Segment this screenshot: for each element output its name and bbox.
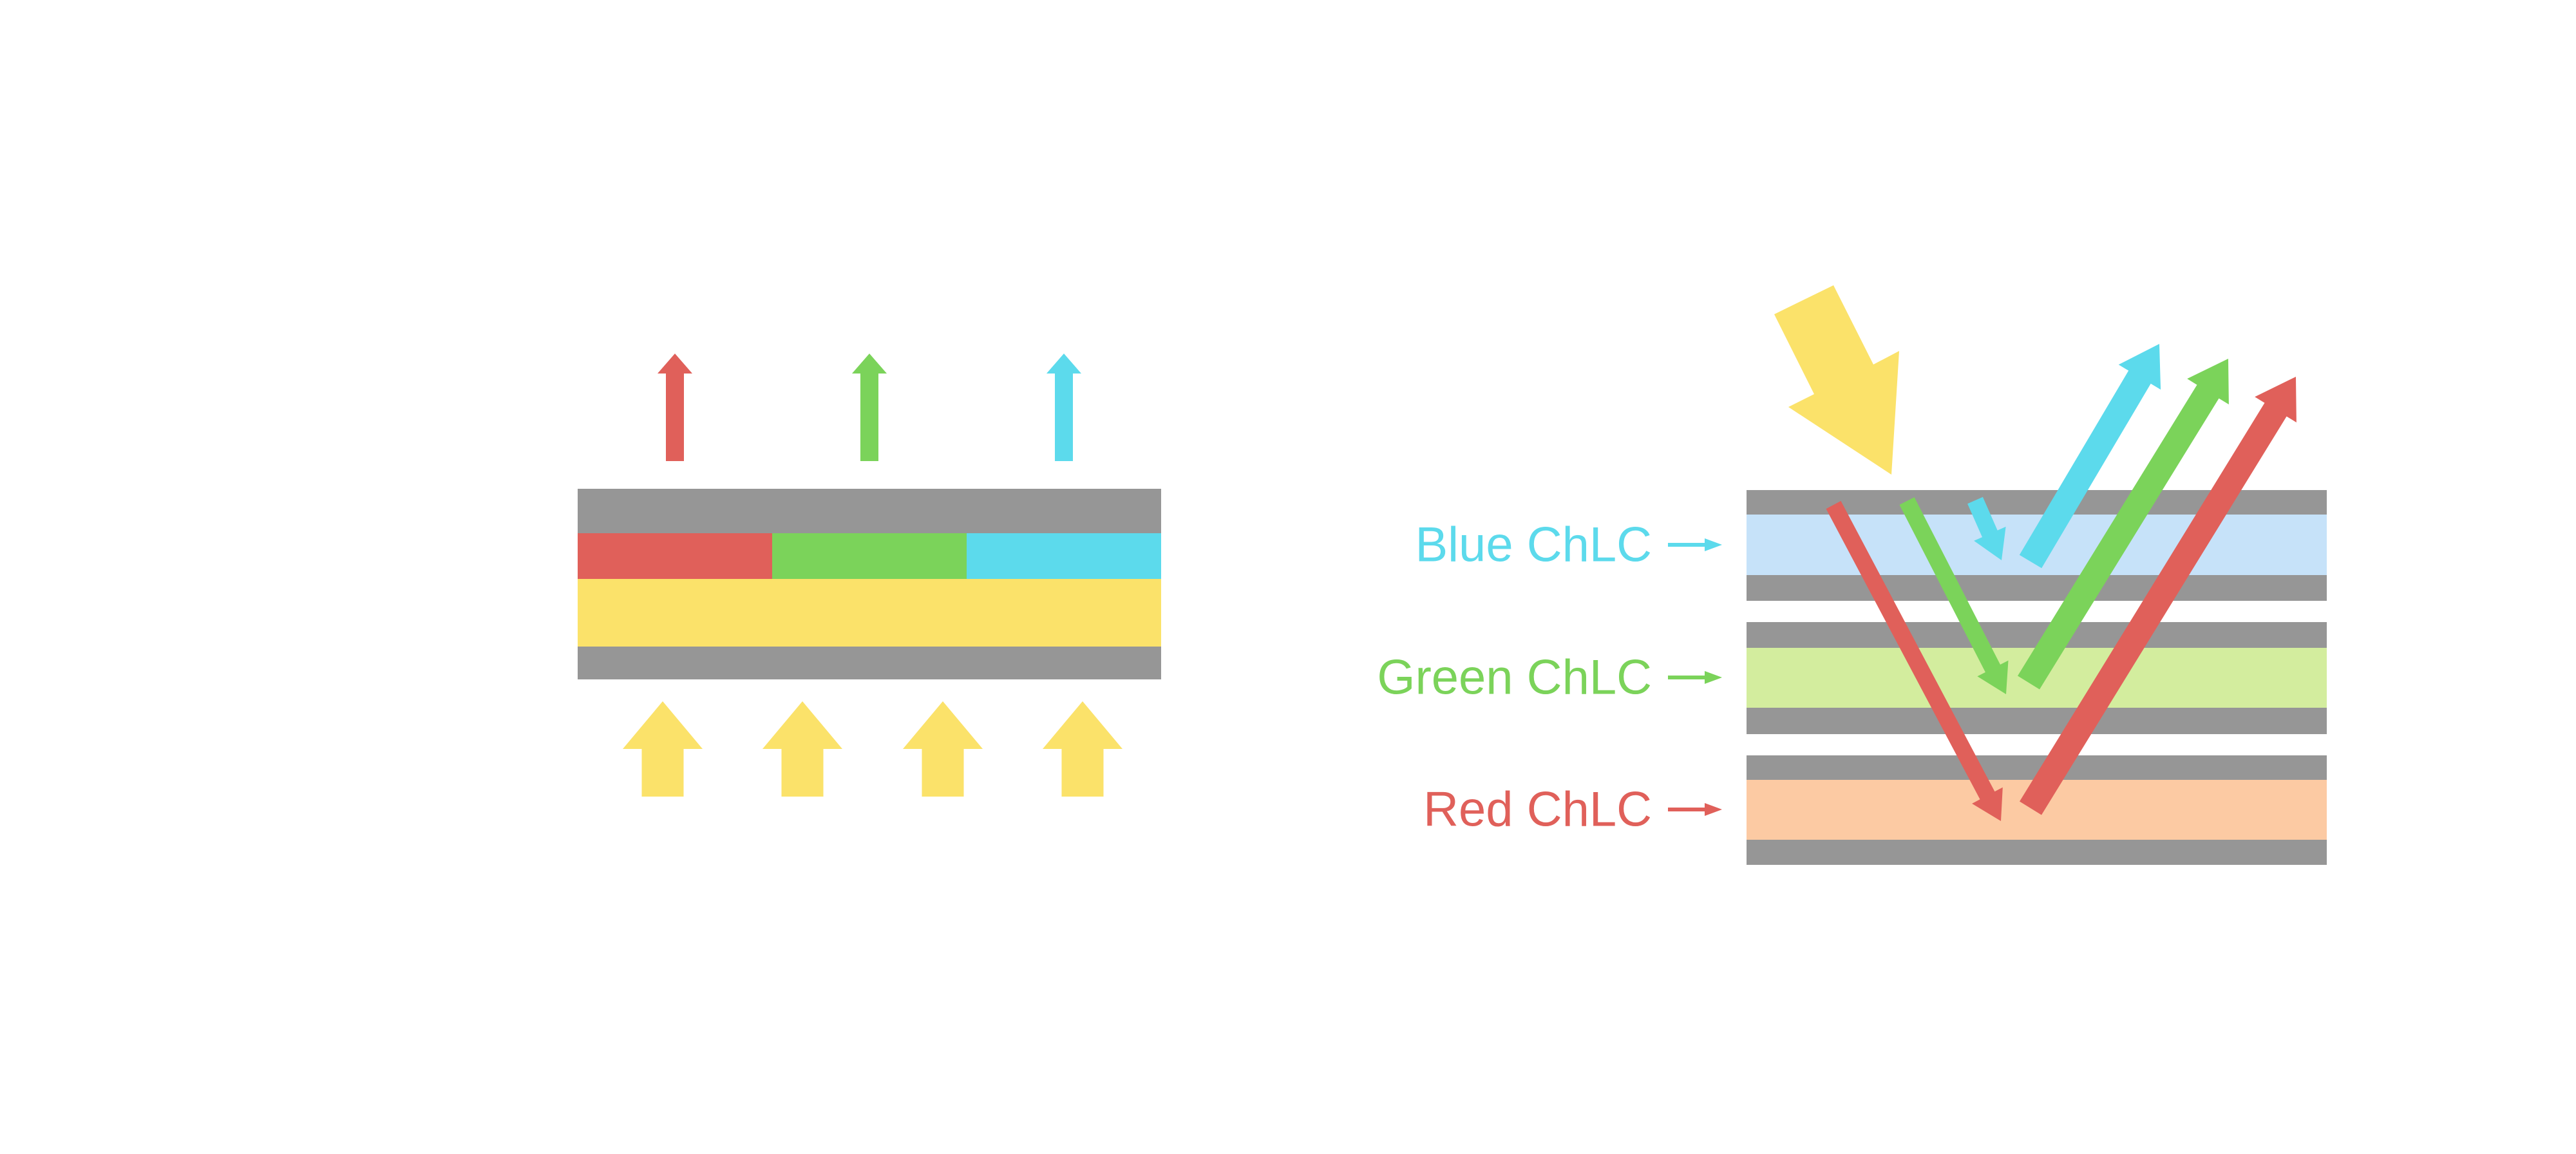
emitted-red-arrow-icon: [658, 354, 692, 461]
green-reflected-arrow-icon: [2018, 359, 2229, 690]
emitted-green-arrow-icon: [852, 354, 887, 461]
blue-chlc-label: Blue ChLC: [1415, 518, 1652, 572]
left-backlight-layer: [578, 579, 1161, 647]
red-reflected-arrow-icon: [2020, 377, 2297, 815]
backlight-arrow-icon: [1043, 701, 1122, 797]
blue-group-bottom-substrate: [1747, 575, 2327, 601]
backlight-arrow-icon: [623, 701, 703, 797]
red-label-arrow-icon: [1668, 803, 1722, 816]
green-penetrating-arrow-icon: [1899, 497, 2009, 694]
green-label-arrow-icon: [1668, 671, 1722, 684]
red-chlc-label: Red ChLC: [1423, 782, 1652, 837]
red-group-bottom-substrate: [1747, 840, 2327, 865]
green-group-top-substrate: [1747, 622, 2327, 648]
backlight-arrow-icon: [903, 701, 983, 797]
left-cyan-subpixel: [967, 533, 1161, 579]
green-group-bottom-substrate: [1747, 708, 2327, 734]
right-stack-diagram: Blue ChLC Green ChLC Red ChLC: [1377, 285, 2327, 865]
cyan-penetrating-arrow-icon: [1967, 497, 2006, 560]
left-top-substrate: [578, 489, 1161, 533]
blue-label-arrow-icon: [1668, 538, 1722, 551]
backlight-arrow-icon: [762, 701, 842, 797]
emitted-cyan-arrow-icon: [1046, 354, 1081, 461]
left-cell-diagram: [578, 354, 1161, 797]
left-green-subpixel: [772, 533, 967, 579]
incident-light-arrow-icon: [1774, 285, 1899, 475]
green-chlc-label: Green ChLC: [1377, 650, 1652, 705]
left-red-subpixel: [578, 533, 772, 579]
cyan-reflected-arrow-icon: [2019, 344, 2161, 569]
red-penetrating-arrow-icon: [1826, 500, 2003, 821]
left-bottom-substrate: [578, 647, 1161, 679]
